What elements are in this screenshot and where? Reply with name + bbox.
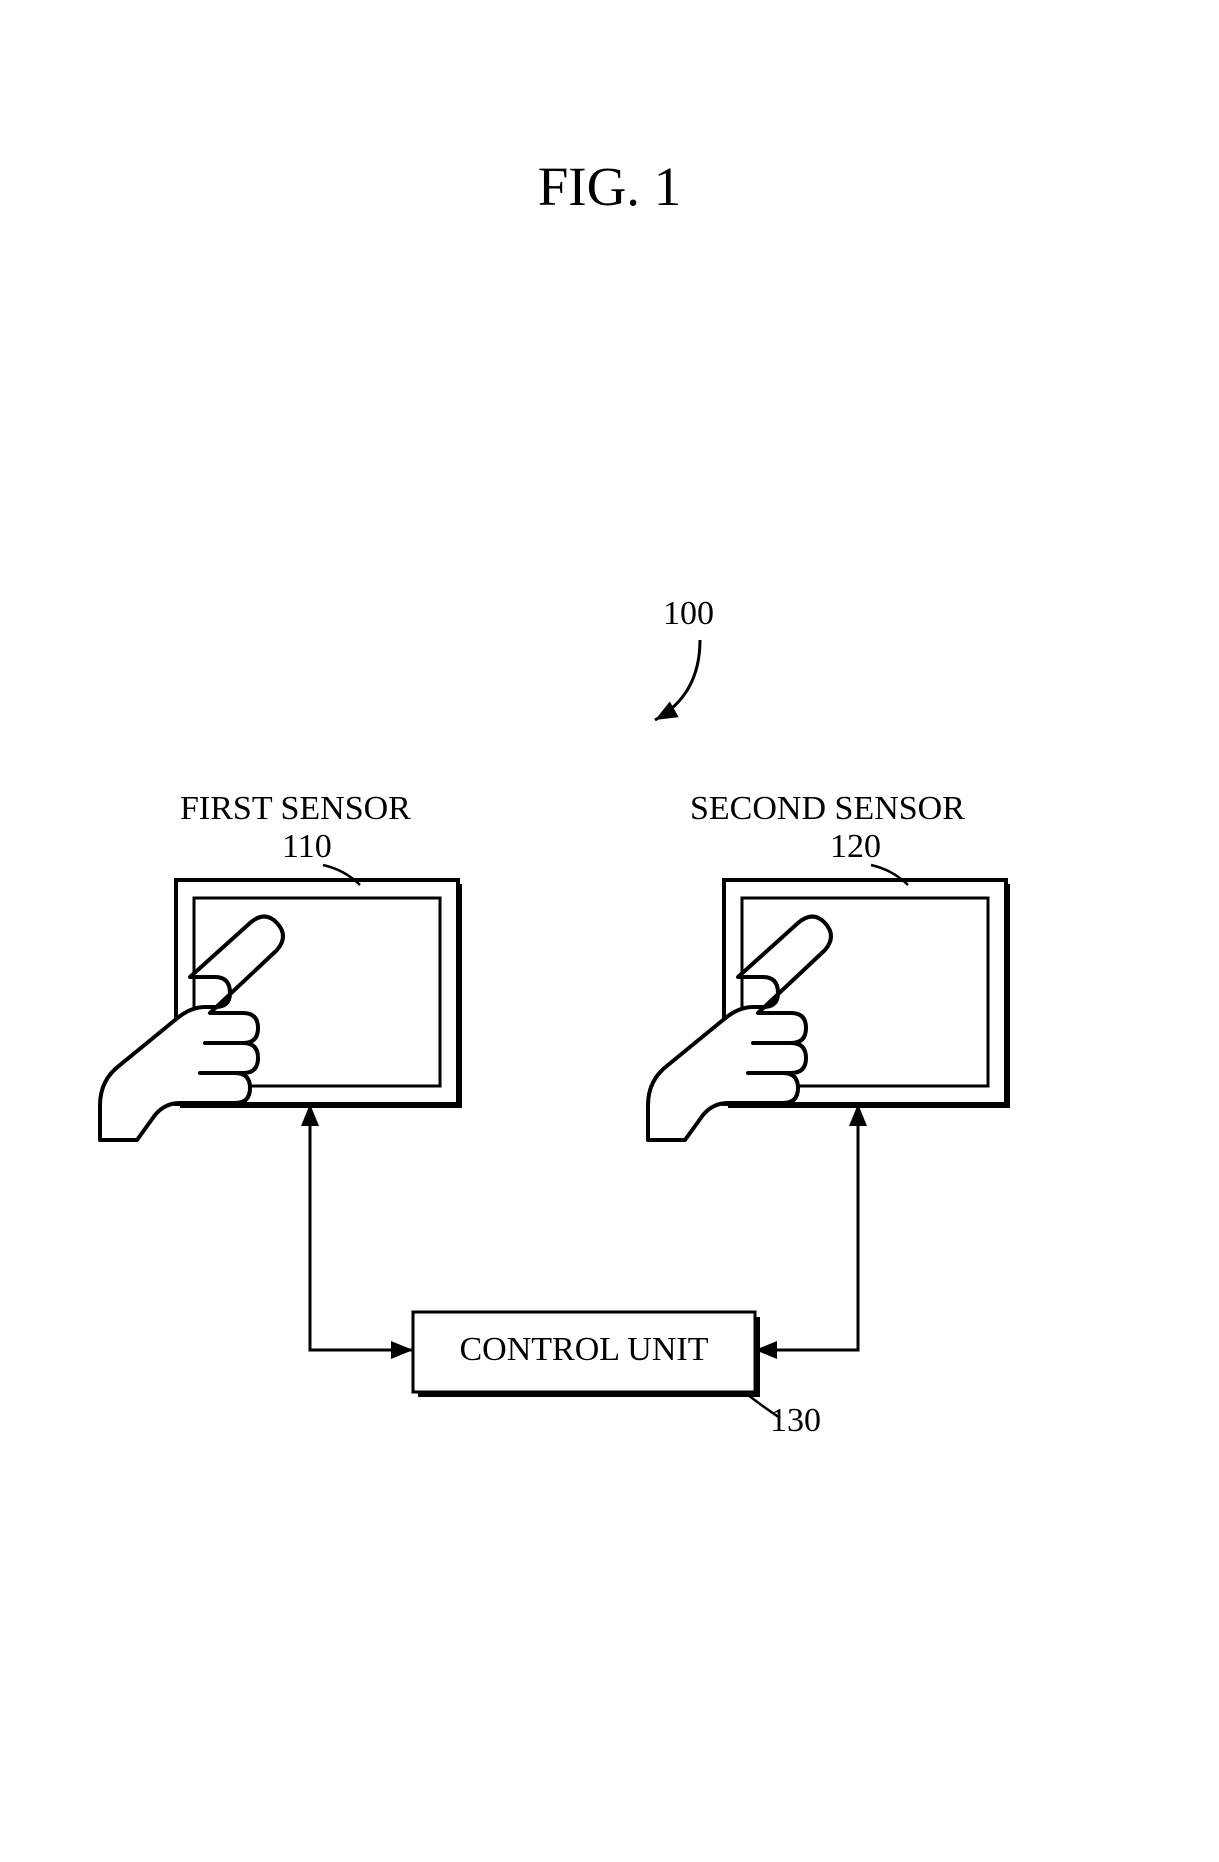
control-unit-label: CONTROL UNIT bbox=[460, 1331, 709, 1368]
diagram-svg: CONTROL UNIT bbox=[0, 0, 1219, 1862]
